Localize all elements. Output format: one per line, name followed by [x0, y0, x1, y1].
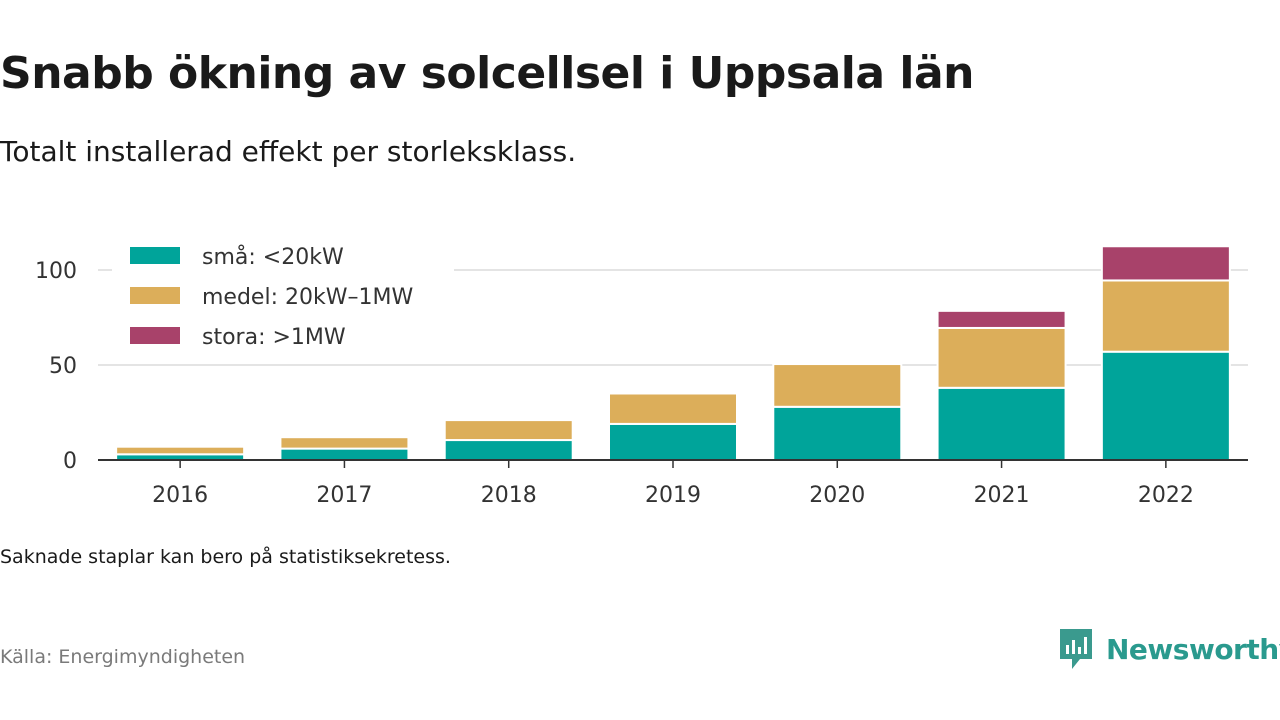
- footnote: Saknade staplar kan bero på statistiksek…: [0, 546, 451, 568]
- x-tick-label: 2021: [974, 483, 1030, 508]
- bar-segment: [115, 445, 246, 456]
- bar-segment: [1100, 350, 1231, 462]
- bar-segment: [772, 405, 903, 461]
- legend-swatch: [130, 287, 180, 304]
- bar-segment: [1100, 245, 1231, 282]
- y-tick-label: 0: [63, 449, 77, 474]
- bar-segment: [279, 436, 410, 450]
- legend-label: medel: 20kW–1MW: [202, 285, 413, 310]
- bar-segment: [772, 363, 903, 408]
- bar-segment: [608, 422, 738, 461]
- bar-segment: [443, 419, 574, 442]
- axes: 0 50 100 2016 2017 2018 2019 2020 2021 2022: [35, 259, 1248, 508]
- legend-swatch: [130, 327, 180, 344]
- bar-segment: [279, 447, 410, 462]
- legend-label: stora: >1MW: [202, 325, 346, 350]
- y-tick-label: 100: [35, 259, 77, 284]
- bars: [115, 245, 1231, 462]
- legend: små: <20kW medel: 20kW–1MW stora: >1MW: [112, 236, 454, 354]
- bar-segment: [936, 309, 1067, 329]
- bar-segment: [608, 392, 738, 425]
- brand-name: Newsworthy: [1106, 632, 1280, 666]
- bar-segment: [936, 326, 1067, 389]
- x-tick-label: 2017: [316, 483, 372, 508]
- x-tick-label: 2020: [809, 483, 865, 508]
- source-note: Källa: Energimyndigheten: [0, 646, 246, 668]
- chart-subtitle: Totalt installerad effekt per storlekskl…: [0, 135, 577, 168]
- x-tick-label: 2022: [1138, 483, 1194, 508]
- brand-logo: Newsworthy: [1058, 627, 1280, 671]
- newsworthy-logo-icon: [1060, 629, 1092, 669]
- x-tick-label: 2018: [481, 483, 537, 508]
- bar-segment: [1100, 279, 1231, 353]
- y-tick-label: 50: [49, 354, 77, 379]
- legend-label: små: <20kW: [202, 244, 344, 270]
- chart-title: Snabb ökning av solcellsel i Uppsala län: [0, 48, 974, 99]
- x-tick-label: 2019: [645, 483, 701, 508]
- legend-swatch: [130, 247, 180, 264]
- bar-segment: [443, 439, 574, 461]
- x-tick-label: 2016: [152, 483, 208, 508]
- bar-segment: [936, 386, 1067, 461]
- stacked-bar-chart: 0 50 100 2016 2017 2018 2019 2020 2021 2022 små: …: [35, 236, 1248, 508]
